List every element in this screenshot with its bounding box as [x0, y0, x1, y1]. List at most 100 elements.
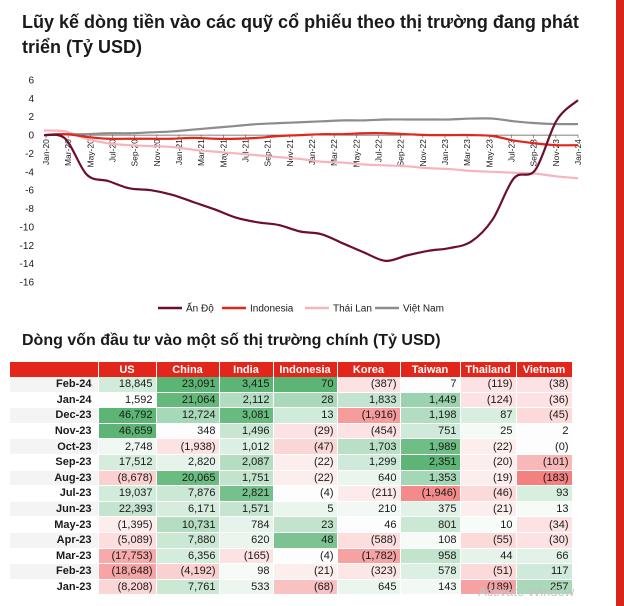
table-row: Sep-23 17,512 2,820 2,087 (22) 1,299 2,351 (20)…	[10, 454, 573, 471]
x-tick-label: May-20	[85, 139, 95, 168]
x-tick-label: Mar-20	[63, 139, 73, 166]
table-cell: 533	[219, 579, 274, 596]
x-tick-label: Jul-21	[241, 139, 251, 162]
x-tick-label: Jul-22	[374, 139, 384, 162]
row-date: Apr-23	[10, 532, 99, 549]
y-tick-label: -4	[25, 167, 34, 178]
row-date: Feb-23	[10, 563, 99, 580]
table-cell: 620	[219, 532, 274, 549]
table-header-row: US China India Indonesia Korea Taiwan Thailand…	[10, 362, 573, 377]
table-cell: 87	[460, 407, 517, 424]
y-tick-label: 4	[28, 94, 34, 105]
table-cell: 784	[219, 516, 274, 533]
table-cell: (29)	[273, 423, 338, 440]
table-cell: 48	[273, 532, 338, 549]
table-cell: 25	[460, 423, 517, 440]
header-us: US	[98, 362, 157, 377]
activation-watermark: Activate Window	[478, 584, 575, 599]
table-cell: 46	[337, 516, 401, 533]
table-cell: (119)	[460, 377, 517, 393]
table-cell: 143	[400, 579, 461, 596]
table-cell: (47)	[273, 438, 338, 455]
table-cell: 1,449	[400, 392, 461, 409]
table-cell: 46,792	[98, 407, 157, 424]
table-cell: (323)	[337, 563, 401, 580]
table-cell: (165)	[219, 548, 274, 565]
table-row: Jan-24 1,592 21,064 2,112 28 1,833 1,449 (124)(…	[10, 392, 573, 409]
table-row: Nov-23 46,659 348 1,496 (29) (454) 751 25 2	[10, 423, 573, 440]
table-cell: 10,731	[156, 516, 220, 533]
y-tick-label: -2	[25, 149, 34, 160]
legend-label: Ấn Độ	[186, 302, 214, 315]
table-cell: 1,496	[219, 423, 274, 440]
header-korea: Korea	[337, 362, 401, 377]
table-cell: 28	[273, 392, 338, 409]
row-date: Jul-23	[10, 485, 99, 502]
table-cell: 7	[400, 377, 461, 393]
x-tick-label: Sep-23	[529, 139, 539, 167]
y-tick-label: -6	[25, 186, 34, 197]
y-tick-label: 0	[28, 131, 34, 142]
table-cell: 1,592	[98, 392, 157, 409]
series-line-1	[43, 132, 579, 147]
header-thailand: Thailand	[460, 362, 517, 377]
table-cell: (21)	[273, 563, 338, 580]
x-tick-label: Nov-22	[418, 139, 428, 167]
x-tick-label: Jan-22	[307, 139, 317, 165]
series-line-0	[43, 99, 579, 262]
table-cell: (101)	[516, 454, 573, 471]
table-cell: 801	[400, 516, 461, 533]
table-cell: (30)	[516, 532, 573, 549]
table-cell: 44	[460, 548, 517, 565]
row-date: Dec-23	[10, 407, 99, 424]
table-row: Oct-23 2,748 (1,938) 1,012 (47) 1,703 1,989 (22…	[10, 438, 573, 455]
table-cell: 2,087	[219, 454, 274, 471]
table-cell: (22)	[273, 454, 338, 471]
table-cell: 3,081	[219, 407, 274, 424]
row-date: Mar-23	[10, 548, 99, 565]
table-cell: 1,571	[219, 501, 274, 518]
table-cell: (4)	[273, 485, 338, 502]
series-line-2	[43, 129, 579, 180]
table-cell: 66	[516, 548, 573, 565]
x-tick-label: Jul-23	[507, 139, 517, 162]
table-cell: (0)	[516, 438, 573, 455]
table-cell: 1,353	[400, 470, 461, 487]
legend-label: Việt Nam	[403, 304, 444, 315]
table-cell: (387)	[337, 377, 401, 393]
row-date: May-23	[10, 516, 99, 533]
x-tick-label: Nov-20	[152, 139, 162, 167]
table-cell: (5,089)	[98, 532, 157, 549]
y-tick-label: 2	[28, 112, 34, 123]
table-cell: (17,753)	[98, 548, 157, 565]
table-cell: 5	[273, 501, 338, 518]
table-cell: 1,989	[400, 438, 461, 455]
table-cell: 17,512	[98, 454, 157, 471]
chart-title: Lũy kế dòng tiền vào các quỹ cổ phiếu th…	[22, 12, 579, 57]
table-cell: (21)	[460, 501, 517, 518]
y-tick-label: -8	[25, 204, 34, 215]
y-tick-label: -10	[20, 222, 35, 233]
table-cell: 958	[400, 548, 461, 565]
table-cell: (20)	[460, 454, 517, 471]
table-cell: 18,845	[98, 377, 157, 393]
line-chart: 6 4 2 0 -2 -4 -6 -8 -10 -12 -14 -16 Jan-20 Mar-20 May-…	[0, 68, 600, 318]
table-cell: (1,938)	[156, 438, 220, 455]
table-cell: 23	[273, 516, 338, 533]
table-cell: 2,112	[219, 392, 274, 409]
table-cell: (34)	[516, 516, 573, 533]
table-cell: (183)	[516, 470, 573, 487]
table-cell: 7,876	[156, 485, 220, 502]
x-tick-label: Sep-21	[263, 139, 273, 167]
table-cell: 117	[516, 563, 573, 580]
table-cell: 46,659	[98, 423, 157, 440]
row-date: Jun-23	[10, 501, 99, 518]
table-cell: (19)	[460, 470, 517, 487]
header-india: India	[219, 362, 274, 377]
table-cell: 7,761	[156, 579, 220, 596]
row-date: Jan-24	[10, 392, 99, 409]
table-cell: 20,065	[156, 470, 220, 487]
table-cell: 645	[337, 579, 401, 596]
table-cell: 108	[400, 532, 461, 549]
table-cell: (55)	[460, 532, 517, 549]
